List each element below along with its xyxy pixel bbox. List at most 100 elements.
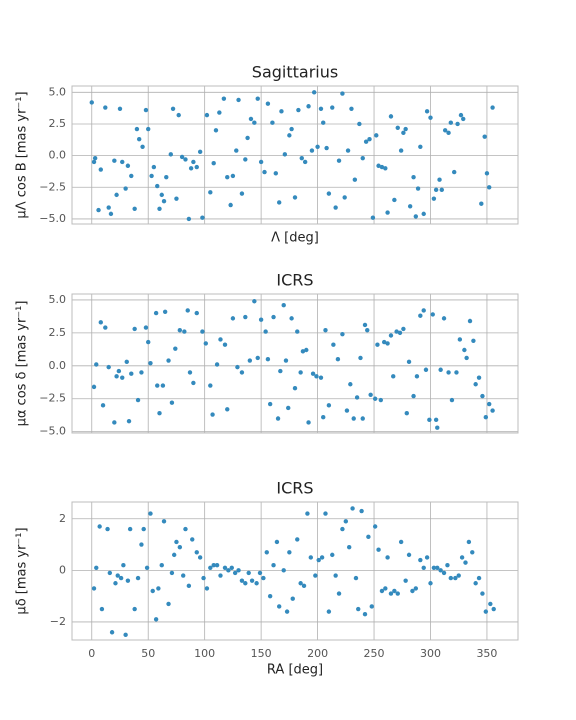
point: [188, 166, 194, 171]
point: [321, 120, 326, 125]
point: [183, 157, 188, 162]
point: [191, 380, 196, 386]
point: [177, 328, 183, 333]
point: [326, 191, 332, 196]
point: [208, 565, 213, 570]
point: [204, 112, 210, 118]
point: [148, 360, 153, 366]
point: [430, 312, 435, 317]
point: [132, 606, 137, 612]
point: [103, 105, 108, 110]
x-tick-label: 300: [420, 647, 441, 660]
point: [230, 173, 236, 179]
point: [271, 562, 276, 568]
point: [96, 207, 101, 213]
point: [304, 347, 309, 353]
point: [356, 606, 361, 612]
x-tick-label: 50: [141, 647, 155, 660]
point: [424, 555, 430, 560]
point: [295, 329, 300, 334]
point: [484, 171, 490, 176]
point: [132, 206, 137, 212]
point: [125, 163, 131, 168]
point: [117, 106, 123, 111]
point: [254, 581, 259, 586]
point: [296, 107, 301, 113]
point: [306, 104, 311, 109]
point: [153, 617, 159, 622]
point: [155, 183, 160, 189]
point: [245, 135, 250, 141]
point: [281, 302, 286, 308]
point: [177, 544, 183, 550]
point: [376, 547, 381, 552]
point: [388, 114, 394, 119]
point: [295, 537, 300, 542]
point: [476, 575, 482, 581]
point: [483, 609, 489, 614]
point: [289, 316, 294, 321]
point: [91, 159, 97, 165]
point: [232, 570, 238, 576]
point: [466, 539, 472, 545]
point: [235, 364, 240, 370]
point: [316, 557, 321, 563]
point: [385, 555, 390, 560]
point: [91, 384, 97, 390]
point: [275, 416, 281, 421]
plot-area: [72, 294, 518, 433]
point: [323, 328, 328, 333]
point: [395, 591, 400, 596]
y-tick-label: −2.5: [39, 392, 66, 405]
point: [300, 349, 306, 354]
point: [252, 299, 257, 304]
x-tick-label: 100: [194, 647, 215, 660]
point: [448, 120, 454, 125]
point: [146, 126, 151, 132]
point: [480, 393, 485, 399]
point: [286, 405, 291, 411]
point: [225, 407, 230, 412]
point: [109, 630, 115, 635]
point: [120, 375, 125, 380]
point: [222, 565, 228, 570]
point: [323, 511, 328, 516]
point: [134, 126, 140, 132]
point: [166, 601, 171, 607]
point: [372, 396, 378, 401]
point: [374, 133, 379, 138]
point: [335, 357, 341, 362]
point: [114, 374, 119, 379]
point: [473, 581, 478, 586]
point: [276, 604, 282, 609]
point: [473, 382, 478, 387]
panel: −5.0 −2.5 0.0 2.5 5.0 Sagittarius Λ [deg] μΛ co…: [15, 63, 519, 246]
point: [403, 126, 408, 132]
point: [308, 555, 314, 560]
y-tick-label: −5.0: [39, 425, 66, 438]
plot-area: [72, 502, 518, 640]
point: [143, 325, 149, 330]
point: [401, 130, 406, 136]
point: [428, 581, 433, 586]
point: [281, 568, 286, 573]
point: [490, 105, 495, 110]
point: [457, 337, 463, 342]
y-tick-label: 0.0: [49, 149, 67, 162]
point: [218, 573, 223, 578]
point: [153, 310, 159, 316]
point: [171, 552, 177, 558]
point: [123, 186, 128, 191]
point: [488, 601, 493, 607]
point: [415, 186, 421, 191]
point: [431, 565, 437, 570]
y-tick-label: 2.5: [49, 117, 67, 130]
plot-area: [72, 86, 518, 224]
point: [449, 397, 455, 403]
point: [324, 145, 329, 151]
point: [239, 191, 245, 196]
point: [97, 524, 102, 529]
x-axis-label: RA [deg]: [267, 663, 323, 678]
point: [129, 371, 134, 376]
point: [306, 420, 311, 425]
